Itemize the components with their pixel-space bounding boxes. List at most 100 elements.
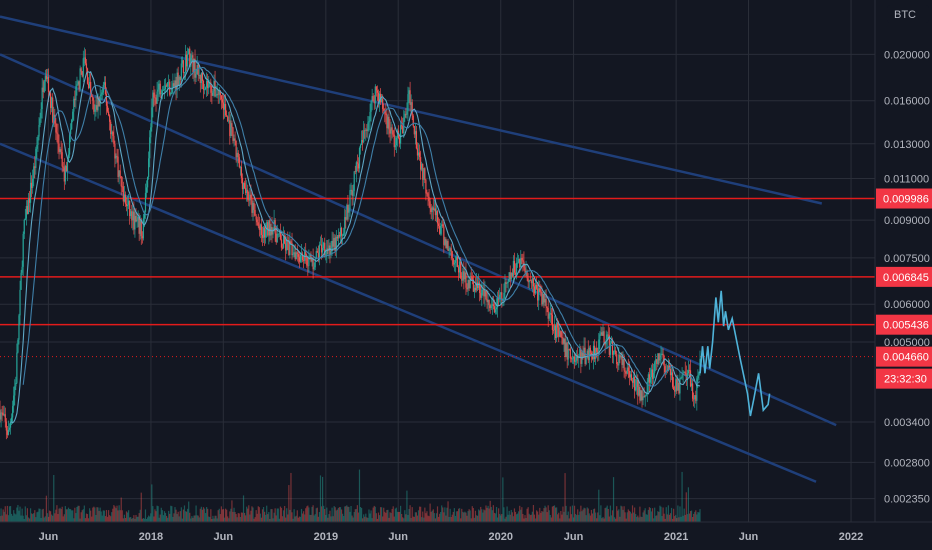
candle-body [97,98,99,111]
volume-bar [67,507,70,522]
volume-bar [678,517,680,522]
volume-bar [362,518,364,522]
candle-body [294,252,296,260]
candle-body [84,57,86,64]
volume-bar [301,513,304,522]
candle-body [421,164,423,170]
volume-bar [192,517,194,522]
candle-body [690,383,693,387]
candle-body [510,272,512,280]
candle-body [276,234,278,243]
candle-body [472,280,474,292]
volume-bar [471,506,473,522]
candle-body [386,115,388,129]
candle-body [219,90,221,96]
volume-bar [286,508,288,522]
candle-body [98,98,100,107]
volume-bar [75,513,77,522]
volume-bar [470,518,472,522]
volume-bar [270,509,272,522]
candle-body [17,339,19,353]
channel-line[interactable] [0,142,817,483]
volume-bar [439,513,441,522]
candle-body [27,198,30,214]
candle-body [569,349,571,359]
candle-body [552,329,555,331]
volume-bar [42,508,44,522]
volume-bar [653,518,655,522]
candle-body [657,353,659,365]
volume-bar [553,505,556,522]
candle-body [334,237,336,252]
current-price-tag-bg [876,346,932,367]
candle-body [20,272,22,290]
projection-path[interactable] [699,290,771,417]
time-axis[interactable] [0,522,932,550]
volume-bar [379,507,382,522]
volume-bar [648,507,650,522]
volume-bar [66,509,69,522]
volume-bar [545,507,547,522]
candle-body [21,266,23,273]
price-tick-label: 0.005000 [884,337,930,349]
volume-bar [19,506,21,522]
candle-body [548,313,550,319]
price-axis[interactable] [875,0,932,522]
volume-bar [534,518,537,522]
time-tick-label: 2018 [139,531,163,543]
candle-body [87,83,90,89]
volume-bar [688,513,691,522]
candle-body [432,207,434,210]
candle-body [635,386,637,391]
candle-body [55,123,57,133]
candle-body [489,305,491,309]
candle-body [622,359,624,365]
volume-bar [118,505,120,522]
volume-bar [592,509,595,522]
candle-body [363,130,365,143]
candle-body [579,348,581,357]
candle-body [321,248,324,253]
volume-bar [651,508,654,522]
volume-bar [33,513,35,522]
volume-bar [589,515,591,522]
volume-bar [70,509,72,522]
candle-body [584,347,586,364]
volume-bar [591,513,594,522]
candle-body [433,208,435,210]
volume-bar [519,505,521,522]
candle-body [596,347,598,352]
candle-body [233,138,235,141]
candle-body [308,256,310,266]
candle-body [362,139,364,143]
volume-bar [287,514,289,522]
candle-body [462,271,464,281]
volume-bar [686,514,688,522]
candle-body [391,127,393,131]
candle-body [96,105,98,111]
candle-body [360,139,363,145]
projection-line[interactable] [699,290,771,417]
candle-body [220,95,222,100]
volume-bar [307,505,309,522]
candle-body [345,217,347,220]
candle-body [290,241,292,243]
candle-body [604,342,606,345]
candle-body [39,118,41,126]
volume-bar [107,510,110,522]
candle-body [83,57,85,59]
volume-bar [77,505,79,522]
symbol-badge[interactable]: BTC [887,5,929,23]
candle-body [65,165,68,172]
channel-line[interactable] [0,53,837,427]
volume-bar [179,511,181,522]
candle-body [698,372,700,376]
volume-bar [237,513,239,522]
volume-bar [615,518,617,522]
volume-bar [543,508,545,522]
volume-bar [669,513,672,522]
candle-body [118,170,120,177]
volume-bar [99,507,101,522]
candle-body [339,227,342,237]
